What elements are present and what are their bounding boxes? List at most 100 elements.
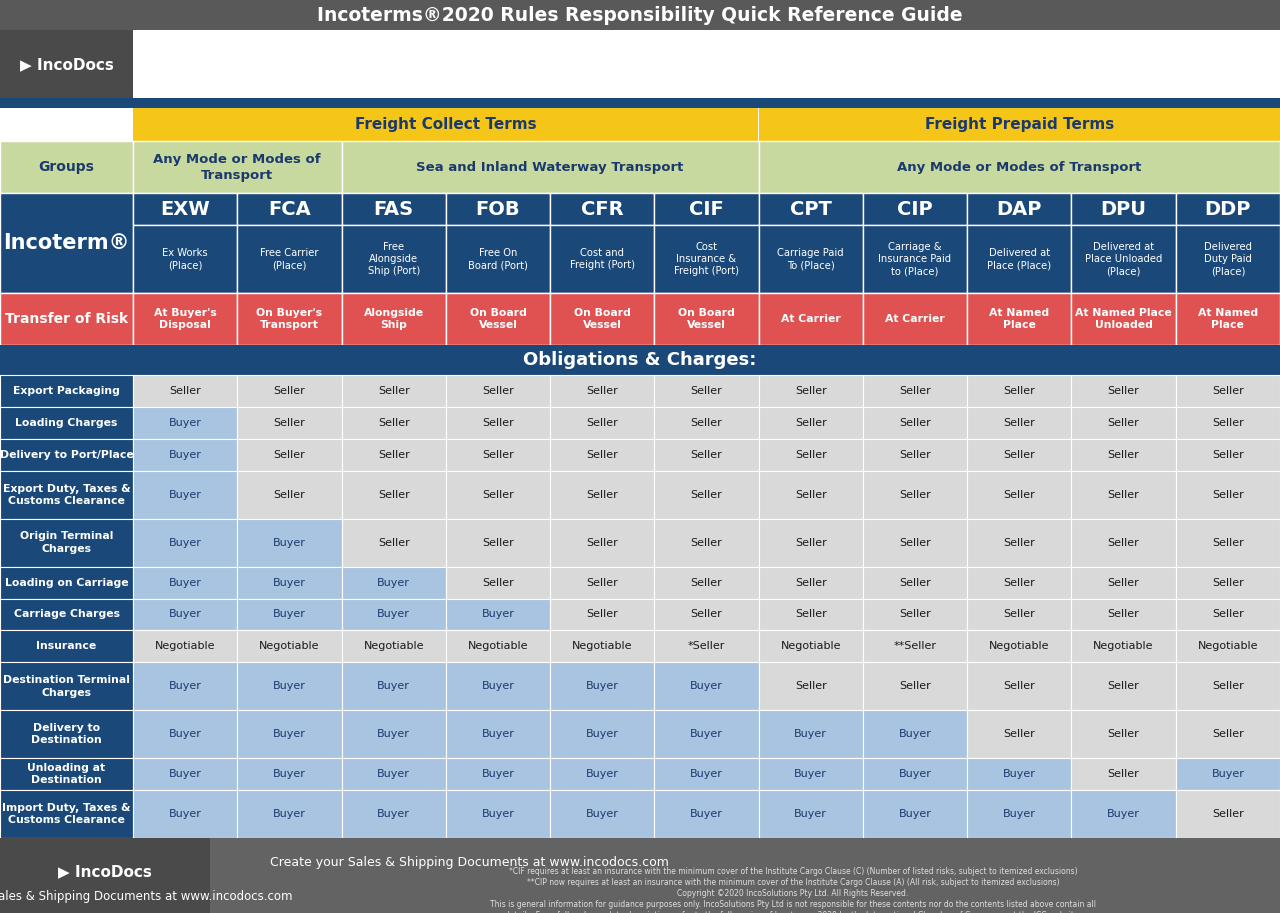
Bar bbox=[237, 631, 342, 662]
Bar bbox=[654, 631, 759, 662]
Bar bbox=[759, 758, 863, 790]
Text: Buyer: Buyer bbox=[795, 769, 827, 779]
Bar bbox=[654, 407, 759, 439]
Text: Buyer: Buyer bbox=[169, 418, 201, 428]
Text: Seller: Seller bbox=[1004, 729, 1036, 740]
Bar bbox=[133, 519, 237, 567]
Bar bbox=[759, 108, 1280, 141]
Bar bbox=[133, 407, 237, 439]
Text: Export Duty, Taxes &
Customs Clearance: Export Duty, Taxes & Customs Clearance bbox=[3, 484, 131, 506]
Text: Buyer: Buyer bbox=[378, 578, 410, 588]
Bar bbox=[342, 375, 445, 407]
Text: Buyer: Buyer bbox=[273, 610, 306, 620]
Text: Seller: Seller bbox=[899, 578, 931, 588]
Bar bbox=[550, 471, 654, 519]
Text: Alongside
Ship: Alongside Ship bbox=[364, 308, 424, 331]
Text: Buyer: Buyer bbox=[169, 809, 201, 819]
Text: Seller: Seller bbox=[795, 538, 827, 548]
Bar bbox=[133, 471, 237, 519]
Text: Cost and
Freight (Port): Cost and Freight (Port) bbox=[570, 247, 635, 270]
Bar bbox=[654, 710, 759, 758]
Bar bbox=[237, 790, 342, 838]
Bar bbox=[1071, 375, 1176, 407]
Text: Seller: Seller bbox=[586, 610, 618, 620]
Bar bbox=[0, 662, 133, 710]
Bar bbox=[445, 567, 550, 599]
Text: Seller: Seller bbox=[586, 489, 618, 499]
Text: FAS: FAS bbox=[374, 200, 413, 218]
Bar bbox=[0, 790, 133, 838]
Text: Incoterm®: Incoterm® bbox=[4, 233, 129, 253]
Bar bbox=[758, 108, 760, 141]
Text: DPU: DPU bbox=[1101, 200, 1147, 218]
Bar bbox=[1176, 599, 1280, 631]
Bar bbox=[863, 519, 968, 567]
Bar bbox=[342, 193, 445, 225]
Text: Seller: Seller bbox=[1004, 450, 1036, 460]
Bar bbox=[237, 662, 342, 710]
Text: Seller: Seller bbox=[1004, 489, 1036, 499]
Bar bbox=[342, 293, 445, 345]
Text: Transfer of Risk: Transfer of Risk bbox=[5, 312, 128, 326]
Bar bbox=[759, 193, 863, 225]
Bar bbox=[445, 662, 550, 710]
Text: *Seller: *Seller bbox=[687, 642, 726, 651]
Text: Create your Sales & Shipping Documents at www.incodocs.com: Create your Sales & Shipping Documents a… bbox=[0, 890, 293, 903]
Text: Seller: Seller bbox=[483, 450, 513, 460]
Bar bbox=[0, 710, 133, 758]
Text: DAP: DAP bbox=[997, 200, 1042, 218]
Text: At Named Place
Unloaded: At Named Place Unloaded bbox=[1075, 308, 1172, 331]
Text: Cost
Insurance &
Freight (Port): Cost Insurance & Freight (Port) bbox=[675, 242, 739, 277]
Text: Seller: Seller bbox=[1107, 450, 1139, 460]
Bar bbox=[1071, 710, 1176, 758]
Text: Delivered at
Place Unloaded
(Place): Delivered at Place Unloaded (Place) bbox=[1085, 242, 1162, 277]
Bar bbox=[133, 225, 237, 293]
Text: Seller: Seller bbox=[1212, 489, 1244, 499]
Text: Freight Collect Terms: Freight Collect Terms bbox=[355, 117, 536, 132]
Text: Seller: Seller bbox=[795, 450, 827, 460]
Text: Buyer: Buyer bbox=[481, 729, 515, 740]
Text: Negotiable: Negotiable bbox=[364, 642, 424, 651]
Bar bbox=[759, 407, 863, 439]
Bar bbox=[342, 439, 445, 471]
Text: Loading on Carriage: Loading on Carriage bbox=[5, 578, 128, 588]
Text: FOB: FOB bbox=[476, 200, 520, 218]
Text: Delivered
Duty Paid
(Place): Delivered Duty Paid (Place) bbox=[1204, 242, 1252, 277]
Text: Buyer: Buyer bbox=[169, 610, 201, 620]
Bar bbox=[0, 98, 1280, 108]
Bar bbox=[968, 375, 1071, 407]
Bar bbox=[863, 662, 968, 710]
Text: Buyer: Buyer bbox=[481, 681, 515, 691]
Bar bbox=[654, 567, 759, 599]
Bar bbox=[0, 293, 133, 345]
Text: Seller: Seller bbox=[899, 489, 931, 499]
Text: Delivery to Port/Place: Delivery to Port/Place bbox=[0, 450, 133, 460]
Bar bbox=[968, 710, 1071, 758]
Bar bbox=[759, 471, 863, 519]
Bar bbox=[1176, 293, 1280, 345]
Bar bbox=[1071, 471, 1176, 519]
Text: Negotiable: Negotiable bbox=[1198, 642, 1258, 651]
Text: Buyer: Buyer bbox=[378, 729, 410, 740]
Bar bbox=[863, 407, 968, 439]
Text: Negotiable: Negotiable bbox=[155, 642, 215, 651]
Bar bbox=[1071, 758, 1176, 790]
Text: Origin Terminal
Charges: Origin Terminal Charges bbox=[19, 531, 113, 554]
Text: Loading Charges: Loading Charges bbox=[15, 418, 118, 428]
Text: Seller: Seller bbox=[1004, 538, 1036, 548]
Text: Buyer: Buyer bbox=[795, 809, 827, 819]
Text: Buyer: Buyer bbox=[169, 538, 201, 548]
Bar bbox=[550, 407, 654, 439]
Bar bbox=[759, 662, 863, 710]
Bar bbox=[445, 293, 550, 345]
Bar bbox=[759, 225, 863, 293]
Bar bbox=[237, 519, 342, 567]
Text: Seller: Seller bbox=[795, 418, 827, 428]
Text: Free On
Board (Port): Free On Board (Port) bbox=[468, 247, 527, 270]
Text: Seller: Seller bbox=[378, 386, 410, 396]
Bar bbox=[445, 519, 550, 567]
Bar bbox=[0, 838, 210, 913]
Bar bbox=[968, 758, 1071, 790]
Bar bbox=[1176, 758, 1280, 790]
Bar bbox=[133, 293, 237, 345]
